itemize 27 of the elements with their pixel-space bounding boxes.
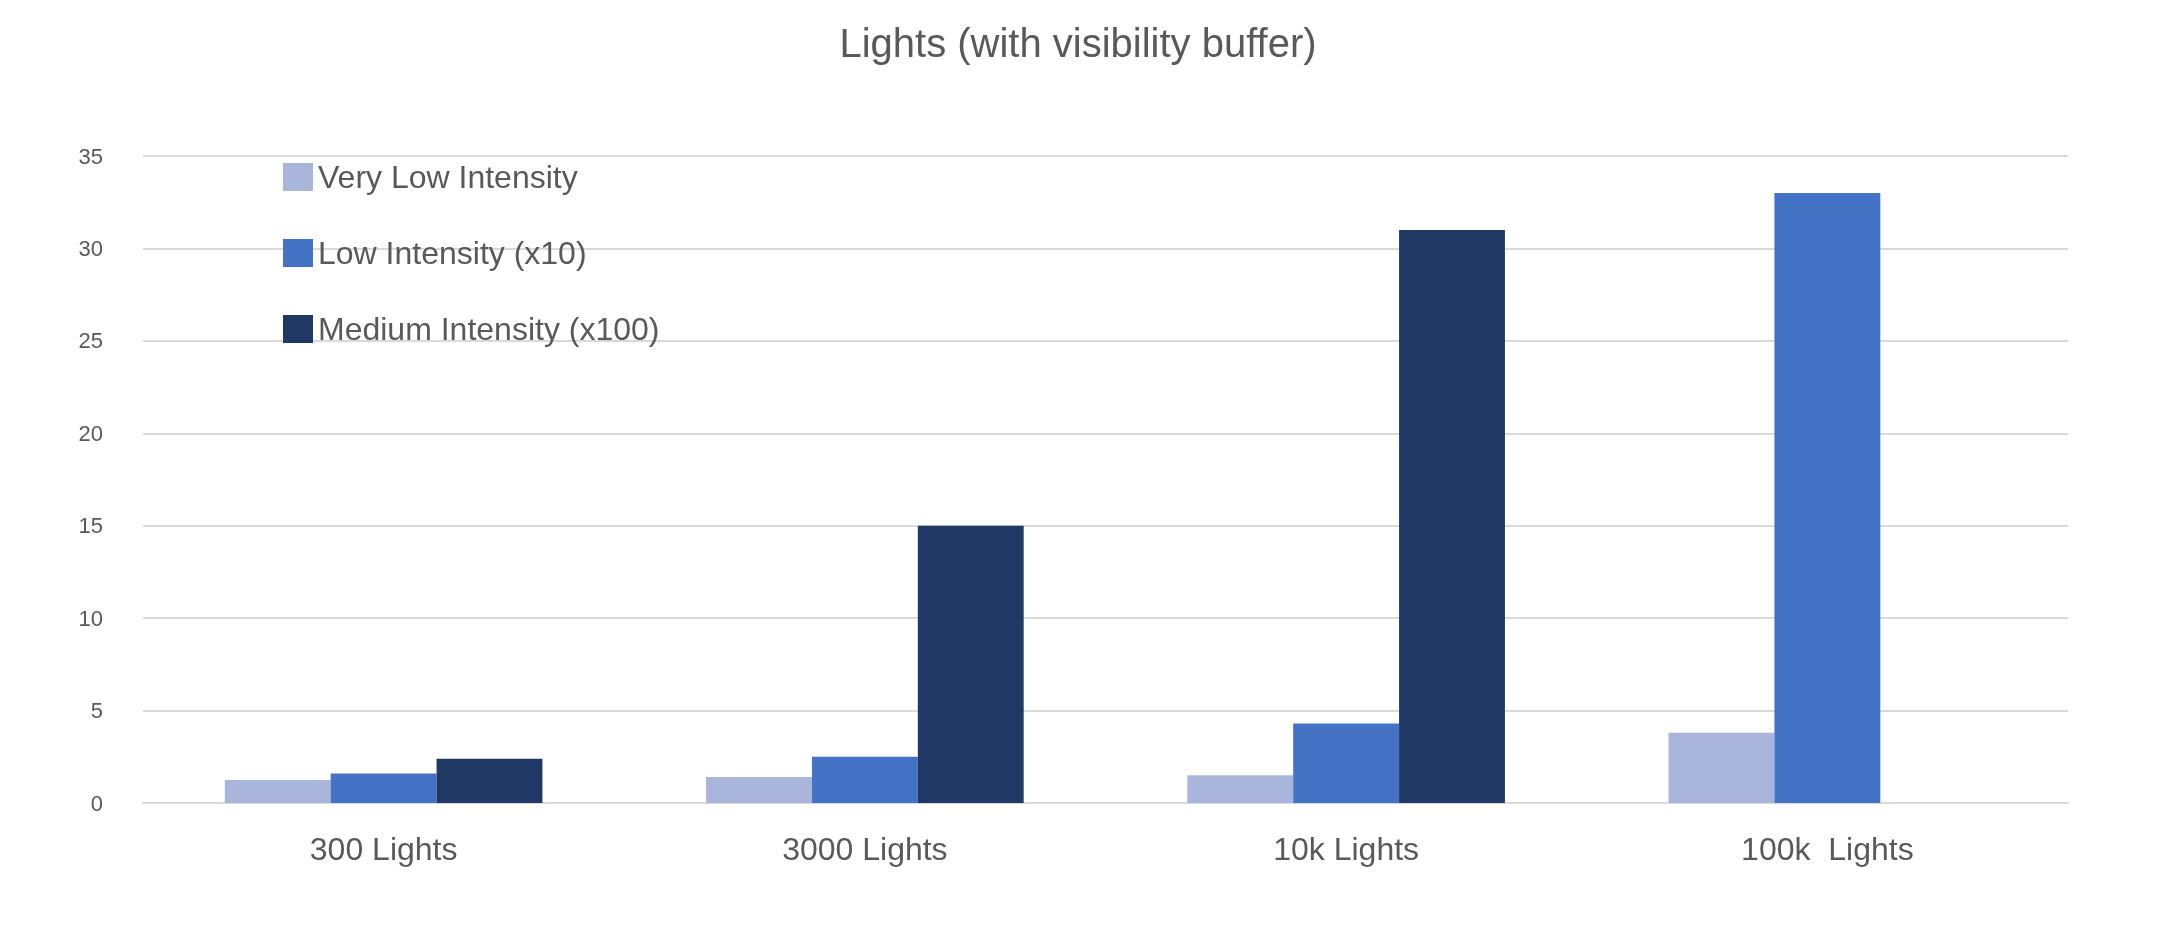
bar [1668,732,1775,803]
y-tick-label: 15 [78,513,103,539]
chart-title: Lights (with visibility buffer) [839,21,1317,65]
y-tick-label: 20 [78,420,103,446]
x-tick-label: 100k Lights [1741,831,1914,867]
y-tick-label: 5 [90,698,103,724]
bar [330,773,437,803]
y-tick-label: 25 [78,328,103,354]
y-tick-label: 35 [78,143,103,169]
bar [1399,229,1505,803]
legend-label: Very Low Intensity [318,159,578,195]
bar [1293,723,1400,803]
bar [706,777,812,803]
bar [436,758,543,803]
legend-label: Low Intensity (x10) [318,235,587,271]
y-tick-label: 0 [90,790,103,816]
x-tick-label: 10k Lights [1273,831,1420,867]
bar [1774,192,1881,803]
bar [811,756,918,803]
bar [224,779,331,803]
x-tick-label: 300 Lights [309,831,458,867]
y-tick-label: 10 [78,605,103,631]
bar [1187,775,1294,803]
bar [917,525,1024,803]
y-tick-label: 30 [78,235,103,261]
x-tick-label: 3000 Lights [782,831,948,867]
legend-label: Medium Intensity (x100) [318,311,660,347]
